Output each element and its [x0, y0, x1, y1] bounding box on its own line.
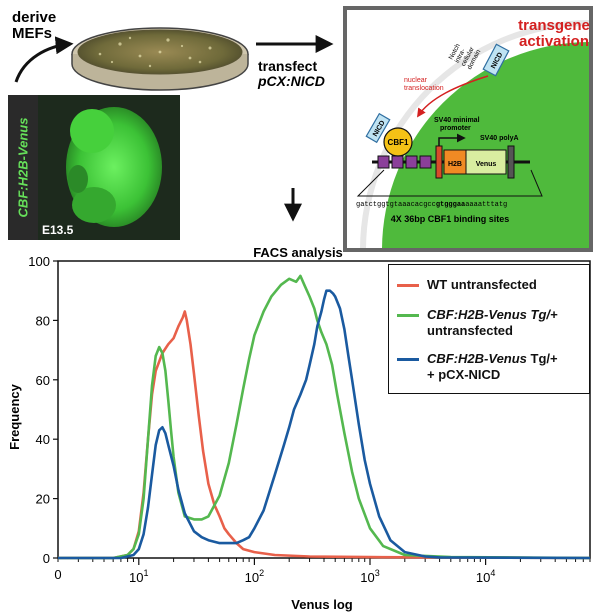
- y-tick-label: 20: [36, 492, 50, 507]
- y-tick-label: 80: [36, 313, 50, 328]
- promoter-arrow: [438, 133, 466, 146]
- transgene-construct: [372, 145, 530, 179]
- nuclear-translocation-label: nuclear translocation: [404, 77, 444, 92]
- legend-swatch-3: [397, 358, 419, 361]
- schematic: derive MEFs transfect pCX:NICD transgene a…: [12, 6, 593, 252]
- legend-swatch-1: [397, 284, 419, 287]
- derive-arrow: [14, 36, 74, 83]
- x-tick-label: 104: [476, 568, 495, 585]
- x-tick-label: 101: [129, 568, 148, 585]
- y-tick-label: 0: [43, 551, 50, 566]
- h2b-label: H2B: [448, 161, 462, 168]
- nucleus-panel: [343, 6, 593, 252]
- x-axis-label: Venus log: [291, 597, 352, 612]
- transfect-label: transfect: [258, 58, 317, 74]
- binding-sites-label: 4X 36bp CBF1 binding sites: [391, 214, 510, 224]
- venus-label: Venus: [476, 161, 497, 168]
- nucleus-title: transgene activation: [518, 17, 590, 50]
- y-axis-label: Frequency: [7, 383, 22, 450]
- legend-label-3: CBF:H2B-Venus Tg/+ + pCX-NICD: [427, 351, 558, 382]
- y-tick-label: 100: [28, 254, 50, 269]
- legend-label-1: WT untransfected: [427, 277, 537, 292]
- sv40-polya-label: SV40 polyA: [480, 135, 519, 142]
- chart-title: FACS analysis: [253, 245, 343, 260]
- x-tick-label: 102: [245, 568, 264, 585]
- y-tick-label: 60: [36, 373, 50, 388]
- chart-legend: WT untransfected CBF:H2B-Venus Tg/+ untran…: [388, 264, 590, 394]
- embryo-stage-label: E13.5: [42, 223, 74, 237]
- cbf1-protein: [383, 127, 413, 157]
- derive-label: derive MEFs: [12, 9, 56, 42]
- translocation-arrow: [417, 75, 489, 118]
- petri-dish: [71, 27, 249, 91]
- transfect-plasmid: pCX:NICD: [257, 73, 325, 89]
- embryo-label: CBF:H2B-Venus: [15, 117, 31, 218]
- x-tick-label: 0: [54, 567, 61, 582]
- sequence-bracket: [356, 169, 543, 197]
- legend-swatch-2: [397, 314, 419, 317]
- x-tick-label: 103: [360, 568, 379, 585]
- series-line-3: [58, 289, 591, 560]
- cbf1-label: CBF1: [388, 138, 409, 147]
- binding-sequence: gatctggtgtaaacacgccgtgggaaaaaatttatg: [356, 201, 507, 209]
- embryo-label-bar: [8, 95, 38, 240]
- y-tick-label: 40: [36, 432, 50, 447]
- nicd-membrane: NICD: [482, 43, 510, 77]
- sv40-promoter-label: SV40 minimal promoter: [434, 117, 480, 132]
- legend-label-2: CBF:H2B-Venus Tg/+ untransfected: [427, 307, 558, 338]
- series-line-2: [58, 274, 591, 560]
